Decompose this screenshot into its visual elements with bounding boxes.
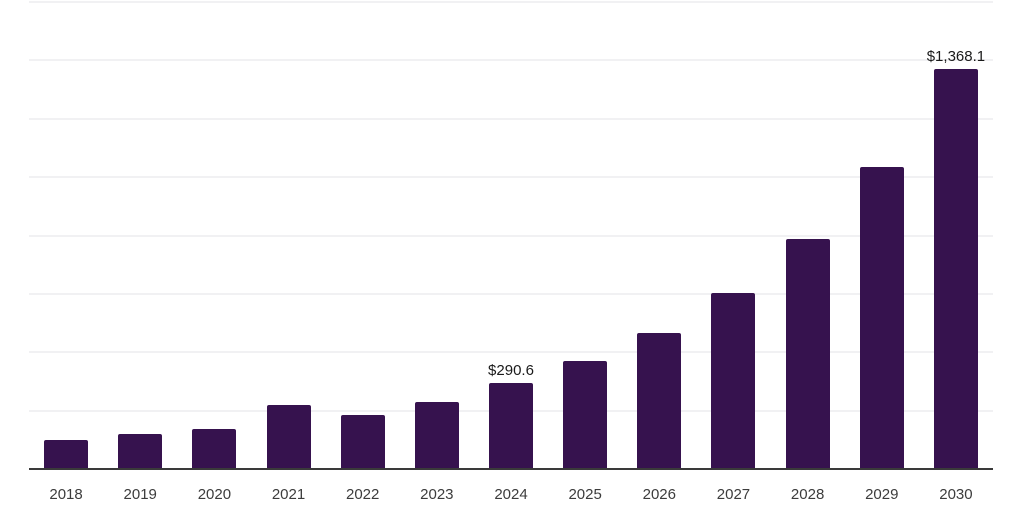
gridline-1200 [29, 117, 993, 120]
bar-2027 [711, 293, 756, 468]
data-label-2030: $1,368.1 [926, 47, 986, 65]
gridline-1400 [29, 59, 993, 62]
x-tick-label-2029: 2029 [865, 486, 899, 503]
x-tick-label-2022: 2022 [346, 486, 380, 503]
x-tick-label-2019: 2019 [123, 486, 157, 503]
x-tick-label-2026: 2026 [642, 486, 676, 503]
plot-area [29, 1, 993, 470]
bar-2018 [44, 439, 89, 468]
gridline-400 [29, 351, 993, 354]
gridline-1600 [29, 1, 993, 3]
bar-2021 [266, 404, 311, 468]
x-tick-label-2021: 2021 [271, 486, 306, 503]
bar-2025 [563, 361, 608, 468]
x-tick-label-2023: 2023 [420, 486, 454, 503]
x-tick-label-2027: 2027 [716, 486, 751, 503]
bar-2020 [192, 428, 237, 468]
x-tick-label-2018: 2018 [49, 486, 83, 503]
bar-2019 [118, 433, 163, 468]
gridline-600 [29, 292, 993, 295]
bar-2029 [859, 166, 904, 468]
bar-2030 [933, 68, 978, 468]
x-tick-label-2020: 2020 [197, 486, 232, 503]
gridline-1000 [29, 176, 993, 179]
data-label-2024: $290.6 [488, 362, 534, 380]
bar-2028 [785, 239, 830, 468]
bar-2022 [340, 415, 385, 468]
x-tick-label-2030: 2030 [939, 486, 973, 503]
x-tick-label-2025: 2025 [568, 486, 602, 503]
x-tick-label-2028: 2028 [790, 486, 825, 503]
x-tick-label-2024: 2024 [494, 486, 528, 503]
bar-2024 [489, 383, 533, 468]
bar-2026 [637, 332, 682, 468]
bar-2023 [414, 401, 459, 468]
gridline-800 [29, 234, 993, 237]
